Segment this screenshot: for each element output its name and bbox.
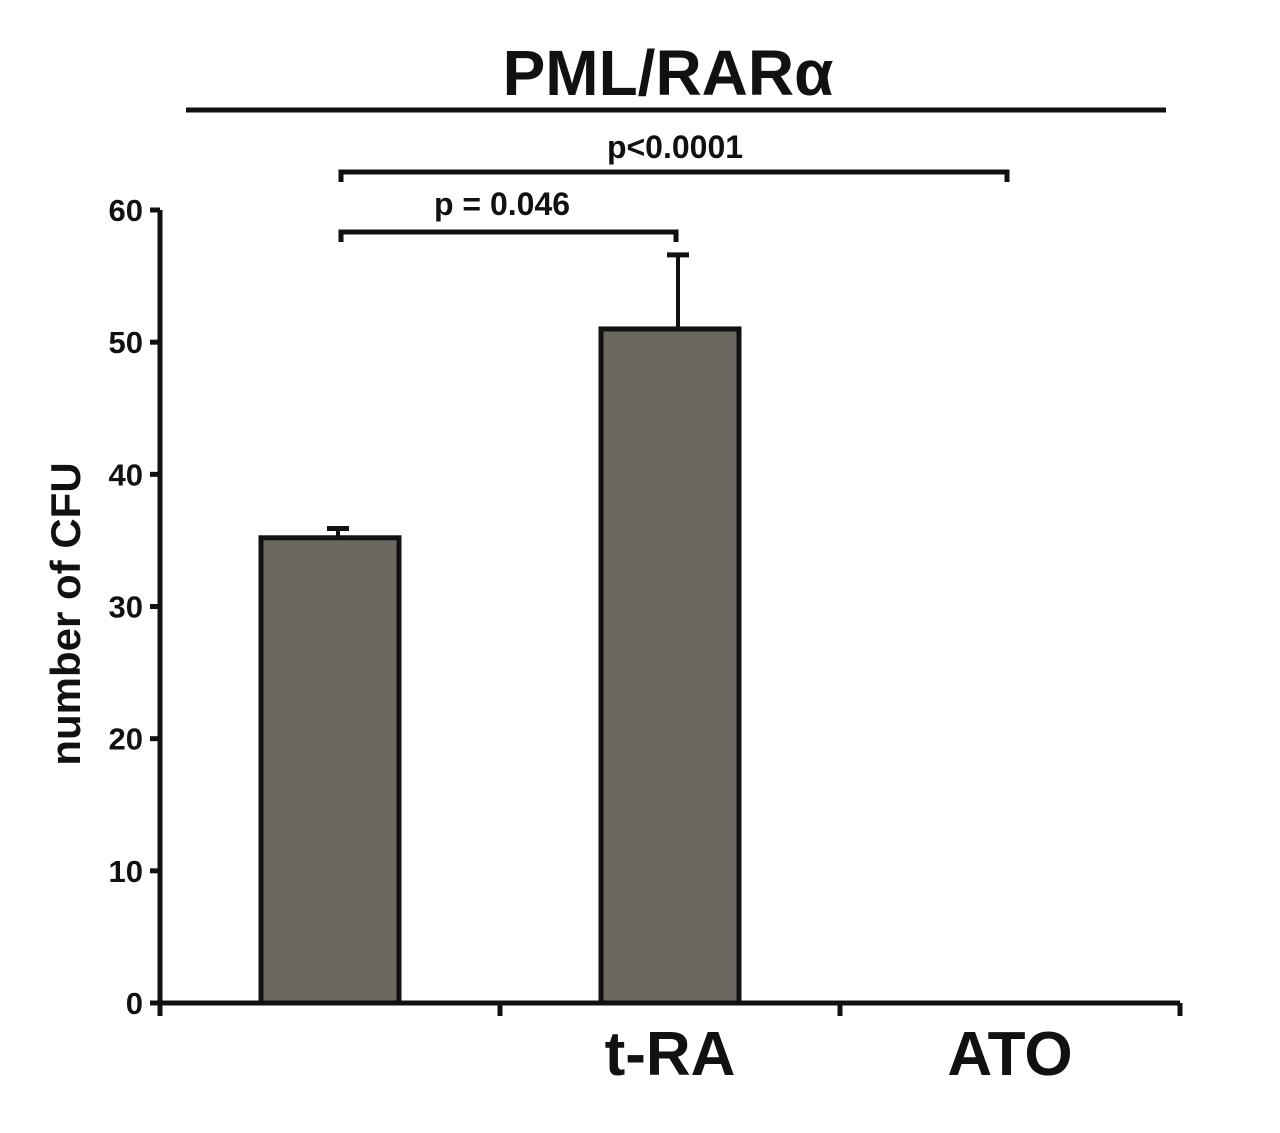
y-tick-label: 50 (109, 325, 143, 360)
significance-label: p = 0.046 (434, 186, 570, 222)
category-labels: t-RA ATO (605, 1020, 1073, 1089)
y-tick-label: 10 (109, 854, 143, 889)
bar (258, 535, 402, 1006)
bar (598, 326, 742, 1006)
bars (258, 252, 742, 1006)
y-tick-label: 0 (126, 986, 143, 1021)
x-ticks (157, 1003, 1183, 1016)
y-axis-label: number of CFU (42, 462, 89, 765)
y-ticks: 0 10 20 30 40 50 60 (109, 193, 160, 1021)
significance-brackets: p = 0.046 p<0.0001 (338, 129, 1010, 242)
y-tick-label: 60 (109, 193, 143, 228)
y-tick-label: 30 (109, 590, 143, 625)
category-label: t-RA (605, 1020, 736, 1089)
chart-title: PML/RARα (503, 37, 834, 109)
y-tick-label: 20 (109, 722, 143, 757)
significance-bracket (338, 169, 1010, 182)
category-label: ATO (947, 1020, 1072, 1089)
y-tick-label: 40 (109, 457, 143, 492)
significance-bracket (338, 229, 679, 242)
significance-label: p<0.0001 (607, 129, 743, 165)
